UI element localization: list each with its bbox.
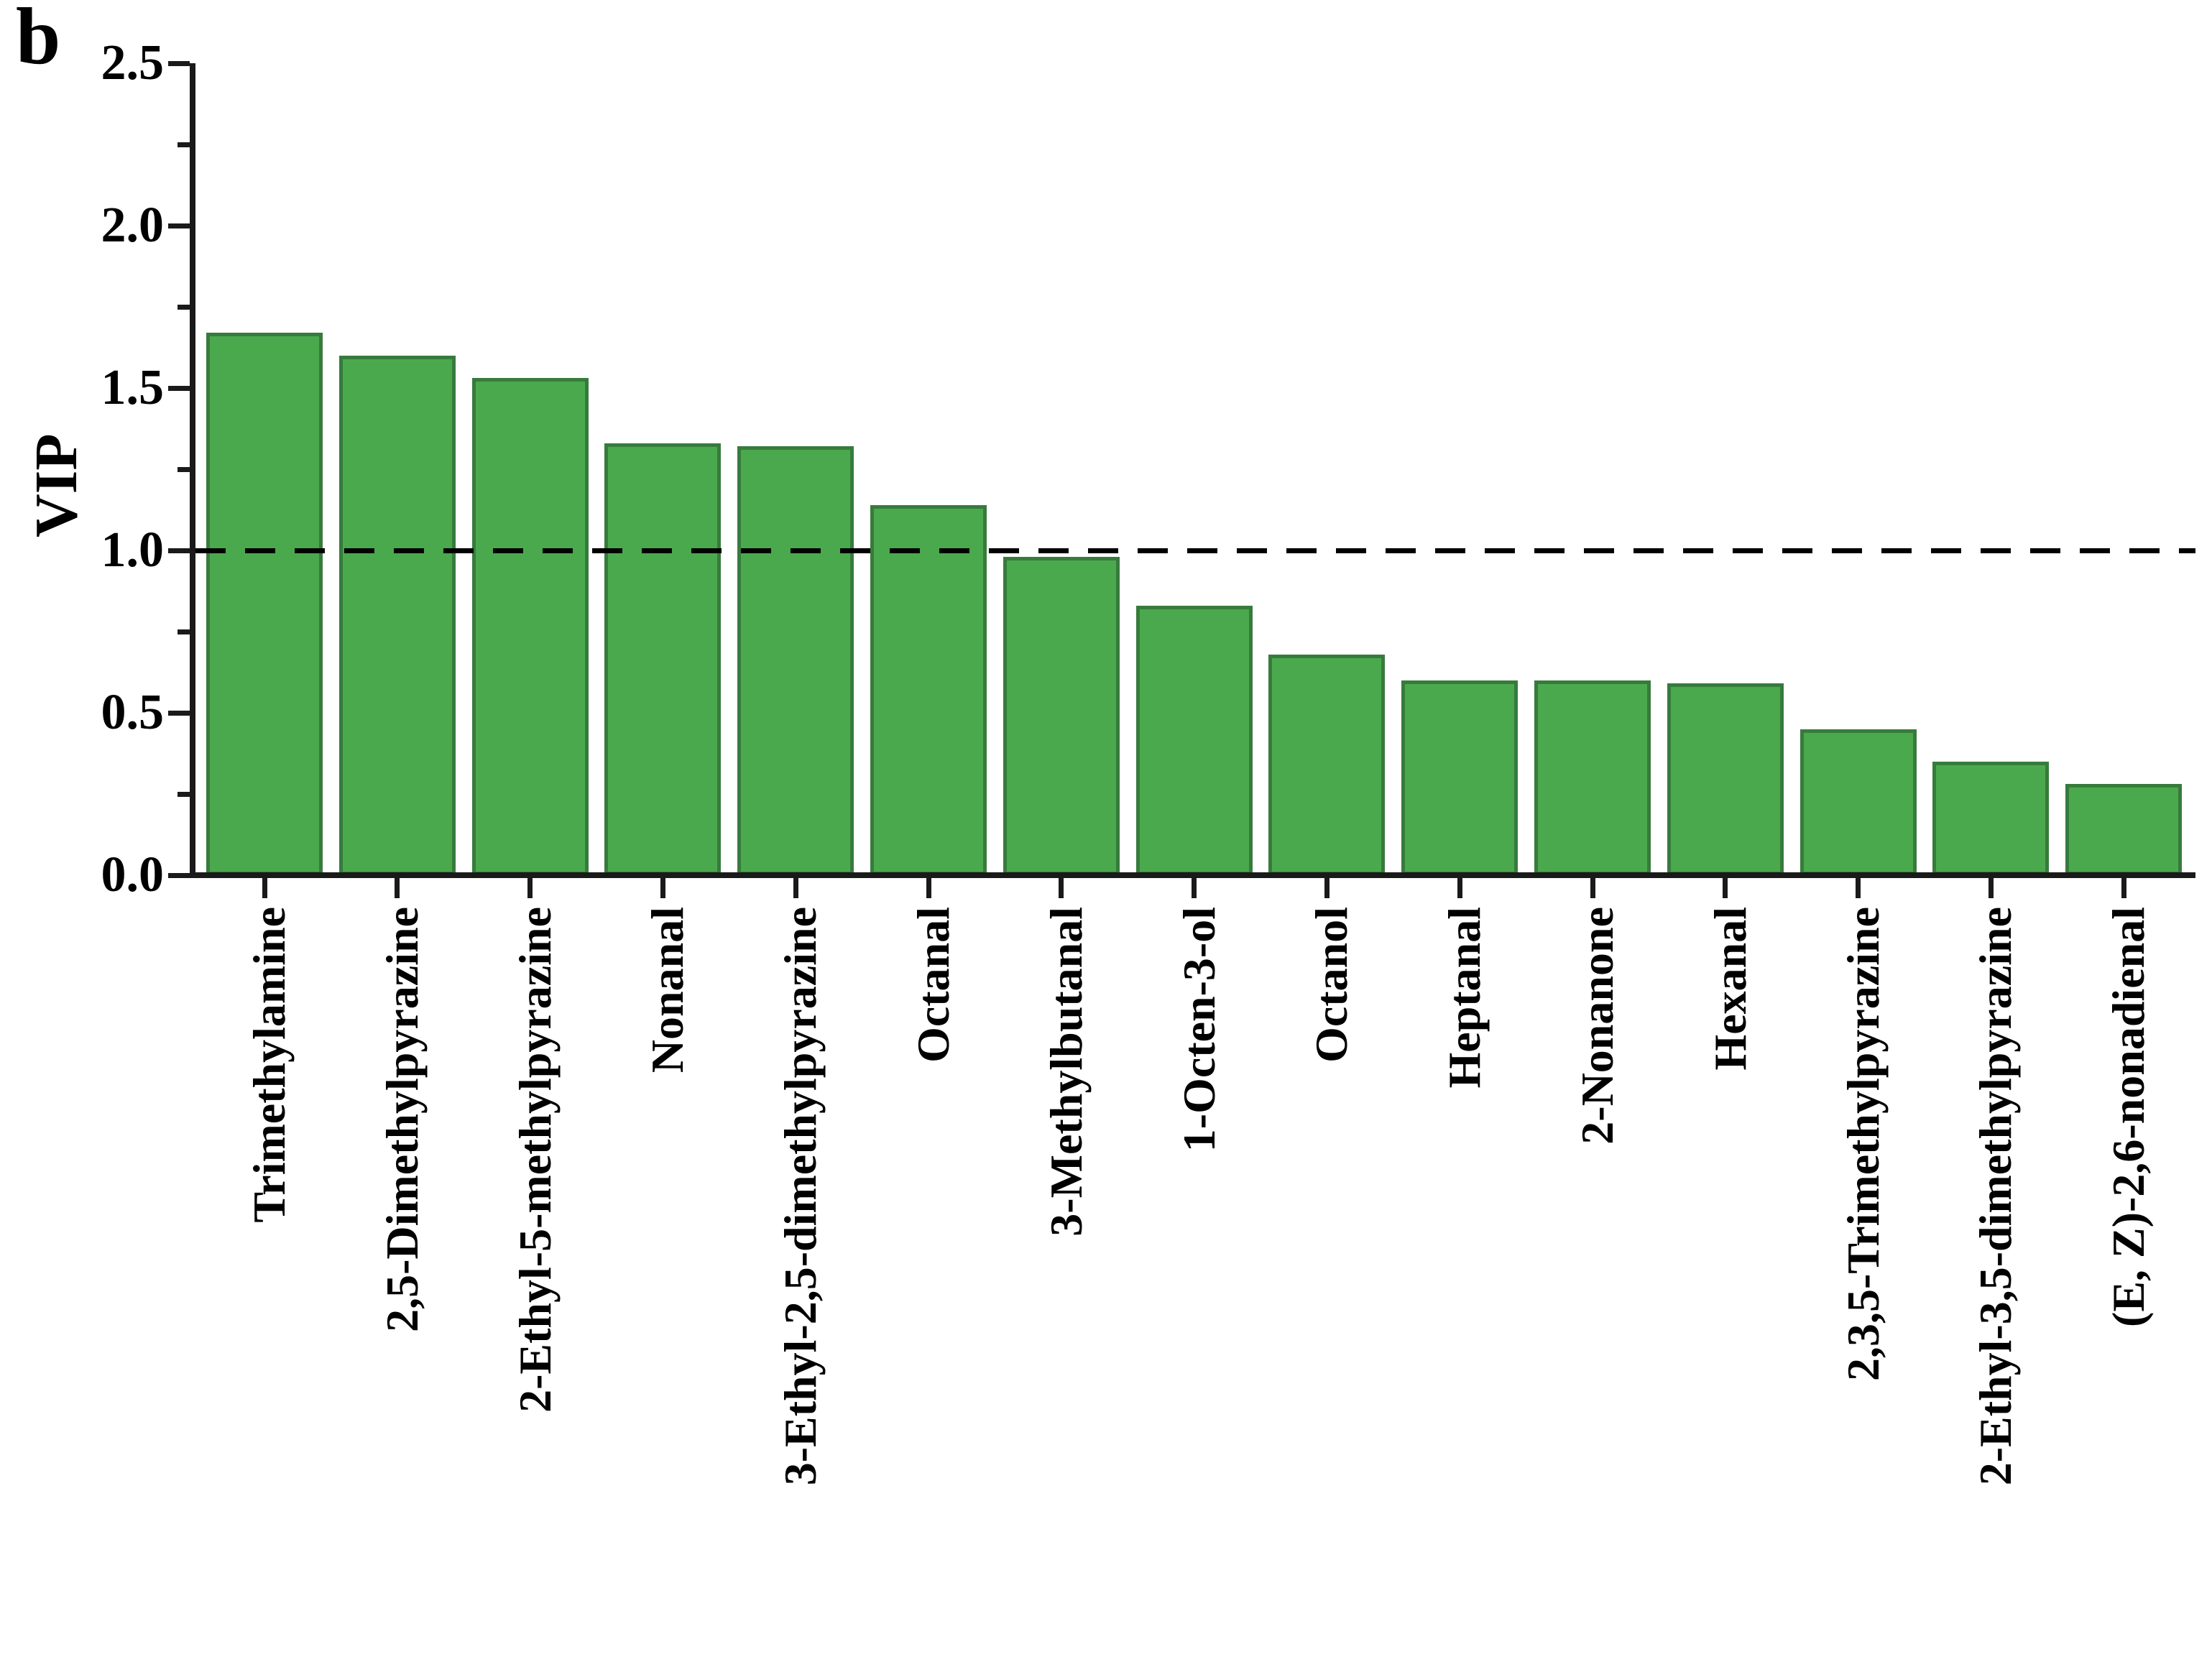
y-major-tick-0.5 xyxy=(168,711,190,716)
x-tick-trimethylamine xyxy=(262,878,267,898)
y-major-tick-2.5 xyxy=(168,61,190,66)
x-tick-octanal xyxy=(926,878,931,898)
y-minor-tick xyxy=(178,467,190,472)
x-label-1-octen-3-ol: 1-Octen-3-ol xyxy=(1174,907,1225,1153)
bar-2-ethyl-5-methylpyrazine xyxy=(472,378,589,875)
bar-1-octen-3-ol xyxy=(1136,606,1253,875)
x-label-heptanal: Heptanal xyxy=(1439,907,1490,1089)
y-minor-tick xyxy=(178,142,190,147)
y-major-tick-0.0 xyxy=(168,873,190,878)
y-major-tick-1.0 xyxy=(168,548,190,553)
bar-3-methylbutanal xyxy=(1003,557,1120,875)
x-label-3-ethyl-2-5-dimethylpyrazine: 3-Ethyl-2,5-dimethylpyrazine xyxy=(775,907,826,1486)
x-label-2-ethyl-5-methylpyrazine: 2-Ethyl-5-methylpyrazine xyxy=(510,907,561,1413)
x-label-3-methylbutanal: 3-Methylbutanal xyxy=(1041,907,1092,1237)
bar-3-ethyl-2-5-dimethylpyrazine xyxy=(737,446,854,875)
x-tick-3-ethyl-2-5-dimethylpyrazine xyxy=(793,878,798,898)
x-tick-2-nonanone xyxy=(1590,878,1595,898)
y-major-tick-1.5 xyxy=(168,386,190,391)
bar-octanol xyxy=(1268,655,1385,875)
x-tick-2-ethyl-5-methylpyrazine xyxy=(527,878,533,898)
x-tick-heptanal xyxy=(1457,878,1462,898)
x-label-trimethylamine: Trimethylamine xyxy=(244,907,295,1223)
y-major-tick-2.0 xyxy=(168,223,190,228)
y-tick-label-2.5: 2.5 xyxy=(101,35,165,91)
x-tick-1-octen-3-ol xyxy=(1192,878,1197,898)
y-tick-label-0.5: 0.5 xyxy=(101,685,165,740)
x-label-2-ethyl-3-5-dimethylpyrazine: 2-Ethyl-3,5-dimethylpyrazine xyxy=(1970,907,2021,1486)
x-tick-2-3-5-trimethylpyrazine xyxy=(1856,878,1861,898)
x-tick-octanol xyxy=(1324,878,1329,898)
y-tick-label-2.0: 2.0 xyxy=(101,198,165,253)
panel-label: b xyxy=(16,0,61,81)
x-label-2-3-5-trimethylpyrazine: 2,3,5-Trimethylpyrazine xyxy=(1838,907,1889,1382)
x-axis-spine xyxy=(190,872,2195,878)
x-label-octanol: Octanol xyxy=(1306,907,1357,1063)
x-label-2-5-dimethylpyrazine: 2,5-Dimethylpyrazine xyxy=(377,907,428,1332)
vip-threshold-dashed-line xyxy=(195,548,2195,553)
y-minor-tick xyxy=(178,305,190,310)
x-tick-2-ethyl-3-5-dimethylpyrazine xyxy=(1989,878,1994,898)
y-tick-label-1.0: 1.0 xyxy=(101,522,165,578)
bar-heptanal xyxy=(1401,680,1518,875)
x-label-2-nonanone: 2-Nonanone xyxy=(1572,907,1623,1145)
y-minor-tick xyxy=(178,792,190,797)
bar-2-nonanone xyxy=(1534,680,1651,875)
y-tick-label-1.5: 1.5 xyxy=(101,360,165,415)
bar-2-3-5-trimethylpyrazine xyxy=(1800,729,1917,875)
bar-2-5-dimethylpyrazine xyxy=(339,356,456,875)
x-tick-hexanal xyxy=(1723,878,1728,898)
bar-nonanal xyxy=(604,443,721,875)
x-tick-nonanal xyxy=(660,878,665,898)
bar-2-ethyl-3-5-dimethylpyrazine xyxy=(1932,762,2049,875)
x-label-hexanal: Hexanal xyxy=(1705,907,1756,1071)
x-label-nonanal: Nonanal xyxy=(642,907,693,1074)
y-axis-spine xyxy=(190,63,195,878)
bar-e-z-2-6-nonadienal xyxy=(2065,784,2182,875)
y-tick-label-0.0: 0.0 xyxy=(101,847,165,902)
x-tick-3-methylbutanal xyxy=(1059,878,1064,898)
x-label-octanal: Octanal xyxy=(908,907,959,1063)
x-tick-2-5-dimethylpyrazine xyxy=(395,878,400,898)
x-tick-e-z-2-6-nonadienal xyxy=(2121,878,2126,898)
bar-hexanal xyxy=(1667,683,1784,875)
x-label-e-z-2-6-nonadienal: (E, Z)-2,6-nonadienal xyxy=(2103,907,2154,1327)
bar-octanal xyxy=(870,505,987,875)
y-minor-tick xyxy=(178,629,190,634)
bar-trimethylamine xyxy=(206,333,323,875)
